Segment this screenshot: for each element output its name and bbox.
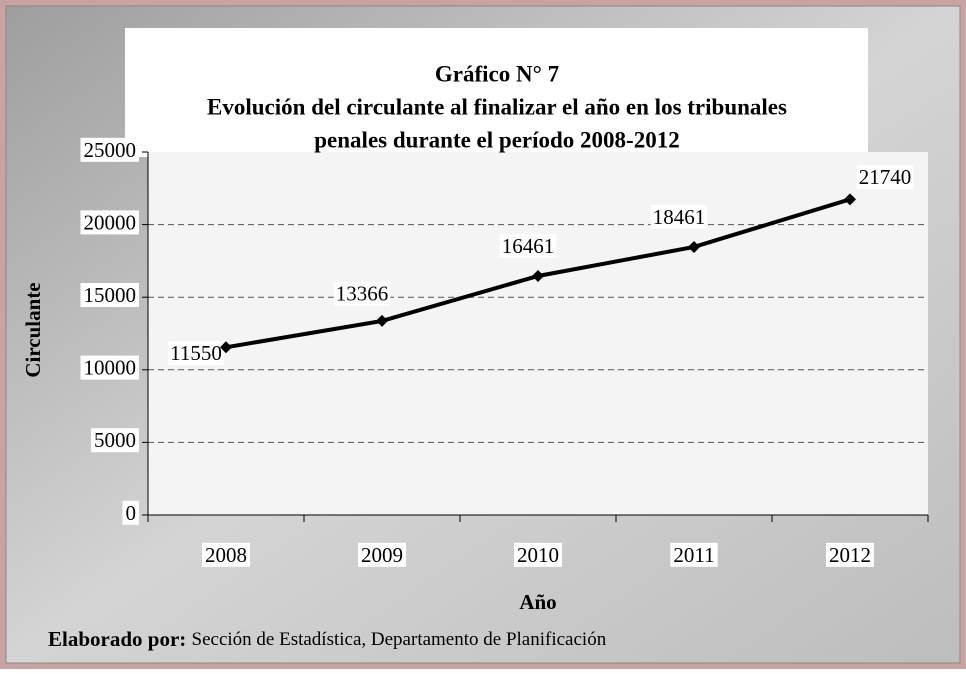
x-tick-label: 2010	[517, 543, 559, 567]
label-background	[670, 542, 718, 567]
label-background	[514, 542, 562, 567]
label-background	[91, 428, 139, 453]
x-tick-label: 2011	[673, 543, 714, 567]
y-tick-label: 10000	[84, 356, 137, 380]
label-background	[499, 233, 557, 258]
label-background	[358, 542, 406, 567]
y-tick-label: 0	[126, 501, 137, 525]
y-tick-label: 20000	[84, 210, 137, 234]
data-point	[688, 240, 700, 253]
label-background	[80, 283, 139, 308]
data-point	[532, 269, 544, 282]
label-background	[80, 355, 139, 380]
data-label: 13366	[336, 282, 389, 306]
chart-title: Evolución del circulante al finalizar el…	[207, 94, 787, 119]
chart-title: penales durante el período 2008-2012	[314, 127, 679, 152]
data-point	[220, 341, 232, 354]
x-axis-label: Año	[519, 590, 556, 614]
chart-title: Gráfico N° 7	[435, 61, 559, 86]
x-tick-label: 2009	[361, 543, 403, 567]
source-label: Elaborado por:	[48, 627, 186, 651]
label-background	[202, 542, 250, 567]
label-background	[856, 165, 914, 190]
label-background	[168, 341, 224, 366]
data-point	[376, 314, 388, 327]
source: Elaborado por: Sección de Estadística, D…	[48, 627, 607, 651]
plot-area	[148, 152, 928, 515]
label-background	[80, 137, 139, 162]
label-background	[333, 281, 391, 306]
y-tick-label: 15000	[84, 283, 137, 307]
y-tick-label: 25000	[84, 138, 137, 162]
label-background	[80, 210, 139, 235]
source-text: Sección de Estadística, Departamento de …	[192, 629, 607, 650]
title-box	[125, 28, 868, 157]
data-label: 21740	[859, 165, 912, 189]
label-background	[826, 542, 874, 567]
x-tick-label: 2008	[205, 543, 247, 567]
data-label: 18461	[653, 205, 706, 229]
data-point	[844, 193, 856, 206]
y-tick-label: 5000	[94, 428, 136, 452]
label-background	[650, 204, 708, 229]
x-tick-label: 2012	[829, 543, 871, 567]
data-label: 16461	[502, 234, 555, 258]
data-label: 11550	[170, 341, 222, 365]
label-background	[122, 500, 139, 525]
y-axis-label: Circulante	[21, 282, 45, 377]
